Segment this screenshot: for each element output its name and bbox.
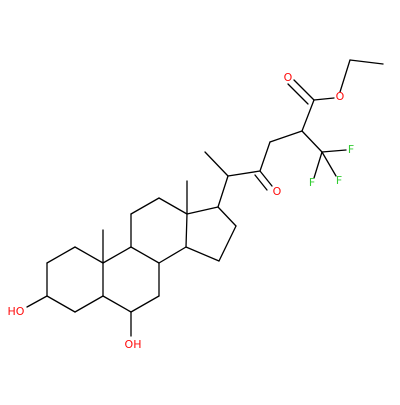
atom-label-hydroxyl-c6: OH bbox=[125, 338, 142, 351]
atom-label-fluorine-2: F bbox=[336, 174, 342, 187]
bond bbox=[74, 295, 104, 313]
bond bbox=[102, 295, 132, 313]
bond bbox=[254, 174, 268, 191]
bond bbox=[46, 295, 76, 313]
bond bbox=[301, 99, 315, 132]
bond bbox=[321, 151, 337, 177]
atom-label-hydroxyl-c3: HO bbox=[8, 305, 25, 318]
bond bbox=[185, 213, 188, 248]
bond bbox=[217, 206, 237, 227]
bond bbox=[218, 225, 237, 262]
bond bbox=[102, 246, 132, 264]
bond bbox=[321, 149, 347, 153]
bond bbox=[130, 197, 160, 215]
bond bbox=[269, 130, 303, 143]
bond bbox=[46, 246, 76, 264]
bond bbox=[26, 295, 48, 308]
bond bbox=[204, 151, 229, 177]
bond bbox=[158, 246, 187, 264]
bond bbox=[130, 295, 160, 313]
bond bbox=[287, 83, 309, 105]
bond bbox=[158, 197, 188, 215]
bond bbox=[301, 130, 323, 153]
bond bbox=[130, 246, 160, 264]
bond-lines bbox=[26, 59, 384, 337]
bond bbox=[74, 246, 104, 264]
bond bbox=[259, 170, 273, 187]
bond bbox=[313, 97, 335, 101]
atom-labels: O O O F F F HO OH bbox=[8, 71, 355, 351]
atom-label-ester-carbonyl-oxygen: O bbox=[284, 71, 293, 84]
bond bbox=[293, 79, 315, 101]
atom-label-fluorine-1: F bbox=[348, 143, 354, 156]
atom-label-fluorine-3: F bbox=[309, 176, 315, 189]
bond bbox=[217, 175, 229, 208]
bond bbox=[349, 59, 384, 65]
bond bbox=[259, 141, 271, 172]
bond bbox=[339, 59, 351, 93]
atom-label-ester-oxygen: O bbox=[336, 90, 345, 103]
atom-label-ketone-oxygen: O bbox=[273, 185, 282, 198]
bond bbox=[185, 246, 220, 262]
bond bbox=[186, 206, 219, 215]
bond bbox=[313, 151, 323, 179]
bond bbox=[227, 170, 261, 177]
